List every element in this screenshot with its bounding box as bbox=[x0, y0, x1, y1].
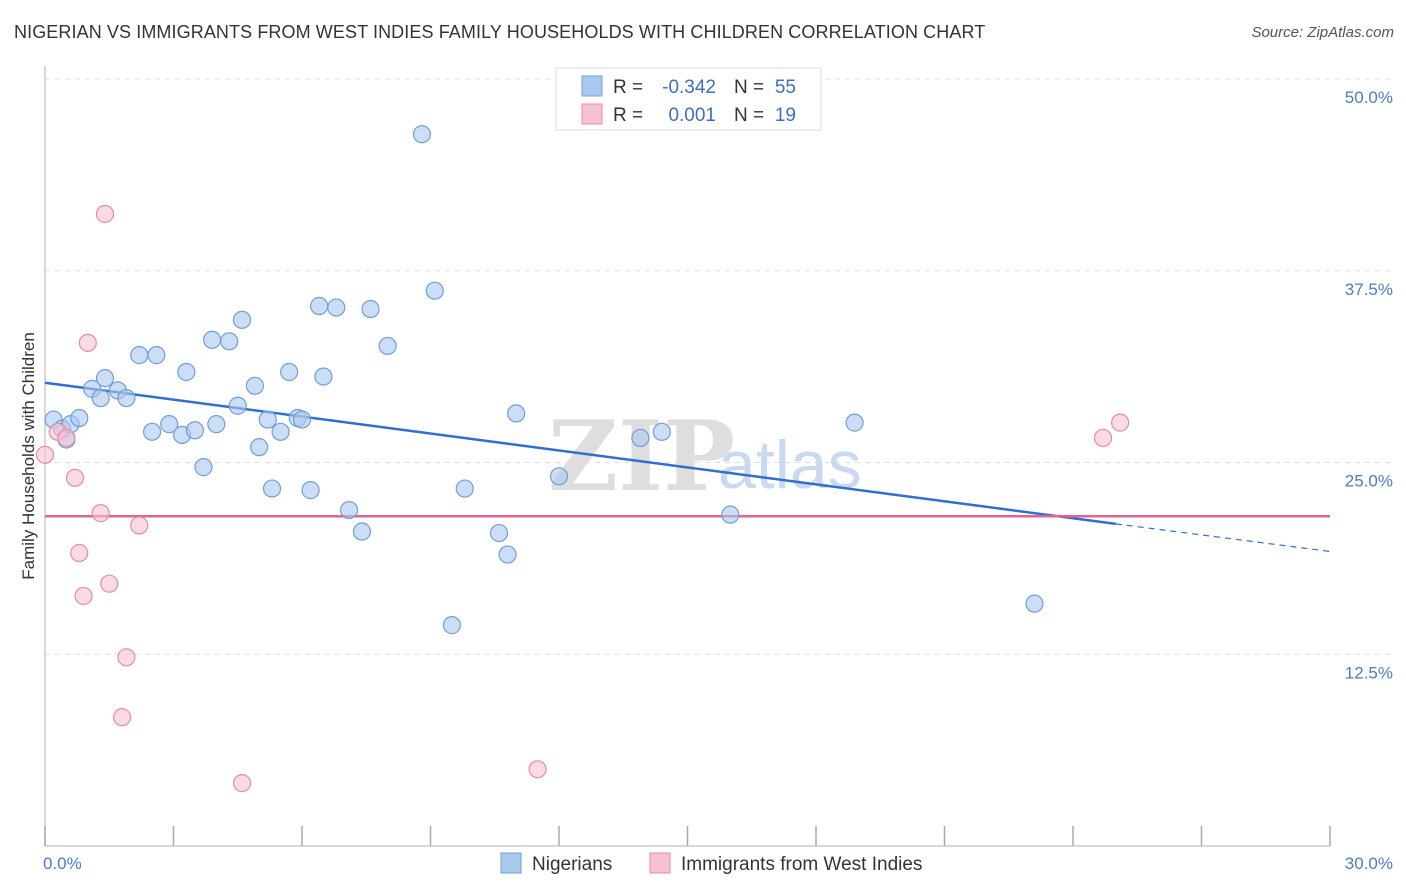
point-blue-17 bbox=[194, 458, 213, 477]
point-blue-48 bbox=[652, 422, 671, 441]
point-blue-30 bbox=[292, 410, 312, 429]
point-pink-6 bbox=[91, 504, 110, 523]
point-blue-50 bbox=[845, 413, 864, 432]
point-blue-25 bbox=[258, 410, 277, 429]
point-blue-49 bbox=[721, 505, 740, 524]
watermark-atlas: atlas bbox=[718, 427, 862, 503]
point-pink-2 bbox=[57, 428, 76, 448]
bottom-legend: Nigerians Immigrants from West Indies bbox=[500, 852, 922, 875]
data-points bbox=[35, 125, 1130, 793]
point-blue-15 bbox=[177, 362, 196, 382]
point-pink-11 bbox=[117, 648, 136, 667]
point-blue-18 bbox=[202, 330, 222, 349]
point-blue-20 bbox=[220, 332, 239, 351]
point-blue-36 bbox=[352, 522, 372, 541]
bottom-legend-label-west-indies: Immigrants from West Indies bbox=[681, 854, 922, 875]
point-blue-22 bbox=[232, 310, 252, 329]
point-blue-10 bbox=[130, 346, 149, 365]
y-tick-label-0: 12.5% bbox=[1345, 663, 1393, 682]
point-blue-34 bbox=[327, 298, 346, 317]
point-pink-10 bbox=[130, 516, 149, 535]
bottom-legend-label-nigerians: Nigerians bbox=[532, 854, 612, 875]
point-blue-28 bbox=[280, 362, 299, 382]
legend-n-value-0: 55 bbox=[775, 77, 796, 98]
point-blue-35 bbox=[340, 500, 359, 520]
point-blue-26 bbox=[262, 479, 282, 498]
trend-line-blue-extension bbox=[1115, 523, 1331, 553]
legend-n-value-1: 19 bbox=[775, 105, 796, 126]
legend-box: R = -0.342 N = 55 R = 0.001 N = 19 bbox=[555, 67, 822, 131]
legend-r-value-1: 0.001 bbox=[668, 105, 716, 126]
point-blue-46 bbox=[549, 467, 569, 486]
point-blue-41 bbox=[442, 616, 462, 635]
point-blue-24 bbox=[250, 438, 269, 457]
point-pink-15 bbox=[1093, 428, 1113, 448]
legend-swatch-blue bbox=[581, 75, 603, 97]
point-blue-38 bbox=[378, 336, 397, 356]
point-blue-4 bbox=[70, 408, 89, 428]
y-tick-label-2: 37.5% bbox=[1345, 280, 1393, 299]
x-tick-labels: 0.0% 30.0% bbox=[43, 854, 1393, 873]
legend-r-value-0: -0.342 bbox=[662, 77, 716, 98]
legend-r-label-0: R = bbox=[613, 77, 643, 98]
x-tick-label-0: 0.0% bbox=[43, 854, 82, 873]
point-blue-31 bbox=[301, 481, 320, 500]
legend-n-label-1: N = bbox=[734, 105, 764, 126]
point-blue-12 bbox=[142, 422, 162, 441]
point-blue-21 bbox=[228, 396, 247, 415]
point-blue-45 bbox=[507, 404, 526, 423]
point-pink-5 bbox=[78, 333, 97, 352]
y-axis-title: Family Households with Children bbox=[19, 332, 38, 580]
point-blue-23 bbox=[245, 376, 264, 395]
point-blue-39 bbox=[412, 125, 432, 144]
grid-lines bbox=[45, 78, 1390, 655]
legend-r-label-1: R = bbox=[613, 105, 643, 126]
point-blue-11 bbox=[147, 346, 166, 365]
point-blue-43 bbox=[489, 523, 509, 543]
point-blue-47 bbox=[631, 428, 650, 448]
point-blue-19 bbox=[207, 415, 226, 434]
trend-line-blue bbox=[44, 381, 1116, 526]
point-blue-32 bbox=[310, 296, 329, 316]
bottom-legend-swatch-blue bbox=[500, 852, 522, 874]
point-blue-51 bbox=[1025, 594, 1044, 613]
point-pink-13 bbox=[232, 774, 252, 793]
point-blue-40 bbox=[425, 281, 444, 300]
trend-lines bbox=[44, 381, 1331, 553]
point-blue-37 bbox=[361, 300, 380, 319]
bottom-legend-swatch-pink bbox=[649, 852, 671, 874]
point-pink-8 bbox=[74, 586, 93, 606]
point-blue-6 bbox=[91, 388, 110, 408]
point-pink-3 bbox=[65, 468, 85, 487]
y-tick-labels: 12.5% 25.0% 37.5% 50.0% bbox=[1345, 88, 1393, 682]
point-blue-33 bbox=[314, 367, 333, 386]
point-blue-7 bbox=[95, 369, 115, 388]
point-pink-0 bbox=[35, 445, 55, 464]
chart-title: NIGERIAN VS IMMIGRANTS FROM WEST INDIES … bbox=[14, 22, 986, 42]
point-blue-9 bbox=[117, 388, 136, 408]
point-blue-13 bbox=[160, 415, 179, 434]
point-blue-44 bbox=[498, 545, 517, 564]
point-pink-4 bbox=[95, 204, 115, 224]
point-pink-9 bbox=[100, 574, 119, 593]
point-blue-27 bbox=[271, 422, 290, 441]
legend-swatch-pink bbox=[581, 103, 603, 125]
source-label: Source: ZipAtlas.com bbox=[1251, 24, 1394, 41]
point-blue-42 bbox=[455, 479, 474, 498]
point-pink-16 bbox=[1111, 413, 1130, 432]
y-tick-label-3: 50.0% bbox=[1345, 88, 1393, 107]
point-pink-12 bbox=[112, 708, 132, 727]
point-pink-14 bbox=[528, 760, 547, 779]
point-pink-7 bbox=[70, 543, 89, 563]
point-blue-16 bbox=[185, 421, 205, 440]
watermark-zip: ZIP bbox=[548, 400, 735, 513]
legend-n-label-0: N = bbox=[734, 77, 764, 98]
x-tick-label-1: 30.0% bbox=[1345, 854, 1393, 873]
y-tick-label-1: 25.0% bbox=[1345, 472, 1393, 491]
